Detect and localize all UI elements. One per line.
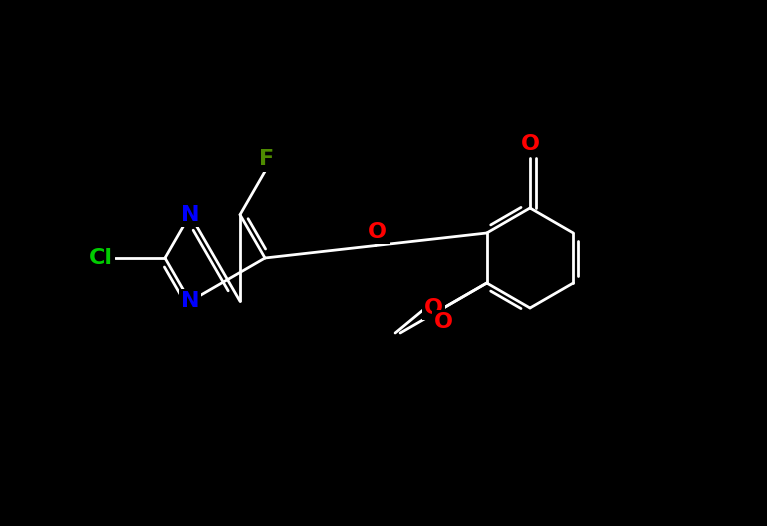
Text: O: O bbox=[424, 298, 443, 318]
Text: Cl: Cl bbox=[89, 248, 113, 268]
Text: O: O bbox=[368, 221, 387, 241]
Text: O: O bbox=[521, 134, 539, 154]
Text: F: F bbox=[259, 149, 275, 169]
Text: N: N bbox=[181, 291, 199, 311]
Text: N: N bbox=[181, 205, 199, 225]
Text: O: O bbox=[434, 312, 453, 332]
